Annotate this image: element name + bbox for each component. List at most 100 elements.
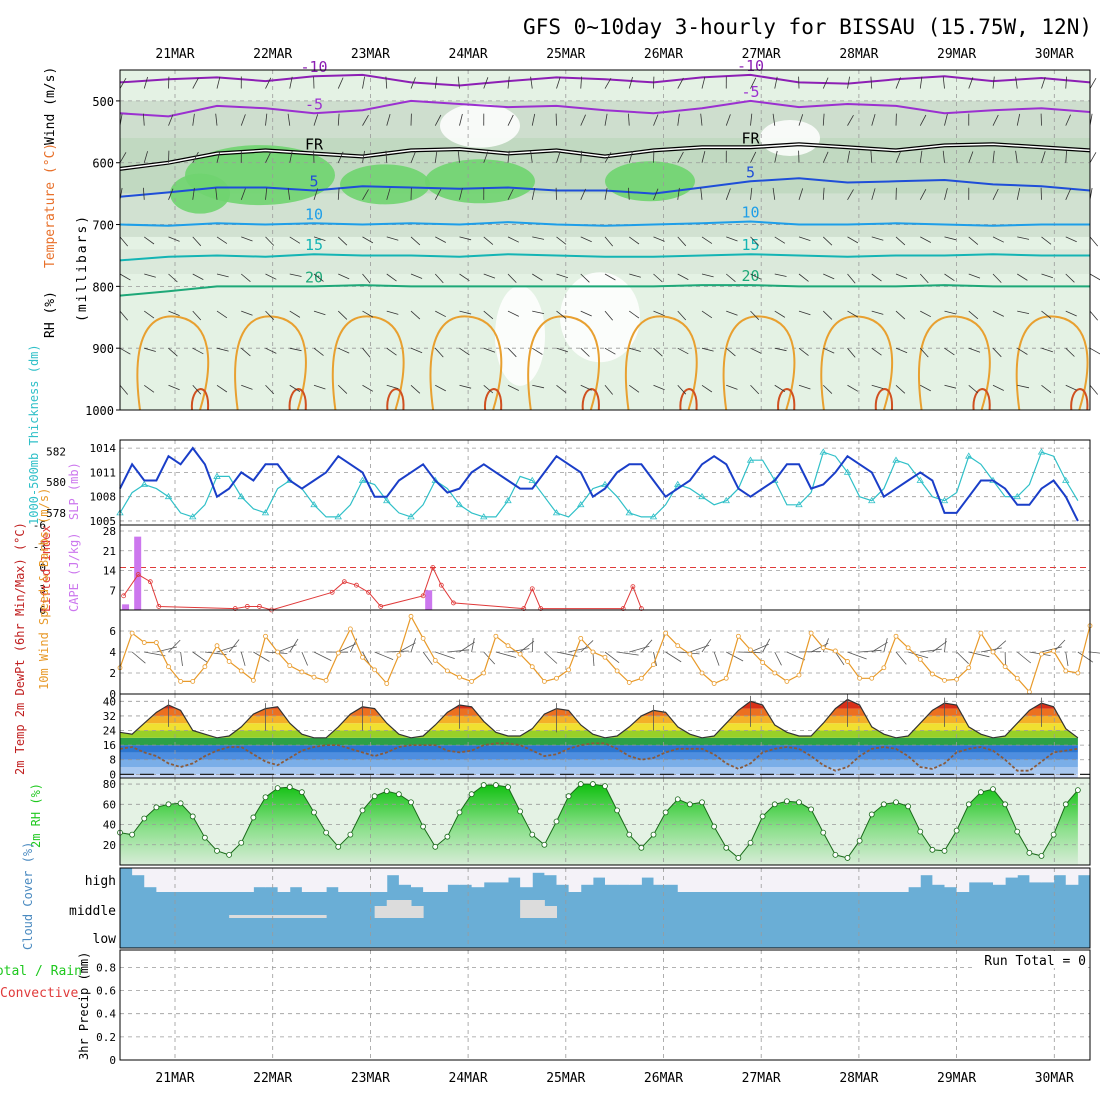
thickness-point: [237, 492, 245, 500]
wind10m-barb: [895, 651, 907, 665]
rh-point: [917, 828, 924, 835]
wind10m-point: [275, 649, 281, 655]
li-point: [147, 579, 153, 585]
boundary-contour-inner: [972, 388, 991, 411]
wind10m-point: [166, 664, 171, 670]
wind10m-barb: [992, 640, 1007, 653]
wind-barb: [435, 384, 446, 392]
cloud-middle-bar: [398, 900, 412, 918]
wind-barb: [726, 384, 738, 390]
wind10m-point: [226, 659, 232, 664]
rh-point: [371, 793, 378, 800]
rh-band: [120, 100, 1090, 138]
wind-barb: [942, 76, 945, 89]
cloud-high-gap: [301, 868, 315, 892]
wind10m-barb: [713, 651, 720, 666]
rh-point: [771, 801, 778, 808]
wind-barb: [871, 113, 876, 126]
wind10m-barb: [580, 640, 594, 653]
rh-ytick-60: 60: [103, 798, 116, 811]
cloud-high-gap: [956, 868, 970, 892]
precip-frame: [119, 949, 1091, 1061]
isotherm-label-20: 20: [305, 268, 323, 286]
wind-barb: [871, 236, 884, 241]
wind10m-point: [1039, 651, 1044, 657]
wind-barb: [530, 76, 533, 89]
isotherm-label-15: 15: [741, 236, 759, 254]
wind-barb: [944, 113, 948, 126]
li-point: [341, 579, 347, 585]
cloud-high-gap: [762, 868, 776, 892]
wind-barb: [556, 310, 567, 319]
cross-section-panel: 500 600 700 800 900 1000 -10 -10 -5 -5 FR FR 5 5 10 10 1…: [85, 57, 1100, 418]
isotherm--10: [119, 73, 1091, 87]
li-ytick-6: 6: [39, 604, 46, 617]
thickness-point: [940, 496, 949, 504]
wind10m-barb: [641, 639, 653, 653]
cape-bar: [425, 590, 433, 610]
wind-barb: [507, 310, 519, 317]
wind-barb: [1089, 273, 1100, 281]
wind-barb: [532, 236, 545, 240]
thickness-point: [528, 476, 536, 483]
wind-barb: [750, 236, 760, 246]
wind-barb: [168, 236, 180, 242]
wind10m-point: [1002, 664, 1008, 670]
wind-ytick-0: 0: [109, 688, 116, 701]
rh-point: [565, 793, 572, 800]
cloud-middle-bar: [253, 915, 266, 918]
wind-barb: [192, 77, 199, 89]
thickness-point: [843, 468, 852, 475]
wind10m-point: [651, 662, 656, 667]
cloud-high-gap: [471, 868, 485, 888]
isotherm-label--10: -10: [300, 58, 327, 76]
wind-barb: [192, 187, 195, 200]
li-point: [451, 600, 456, 606]
wind-barb: [726, 236, 738, 242]
wind-barb: [313, 310, 326, 316]
wind10m-point: [832, 648, 838, 654]
wind-barb: [798, 114, 804, 126]
cloud-high-gap: [180, 868, 194, 892]
wind-barb: [725, 188, 731, 200]
wind10m-point: [202, 664, 208, 670]
rh-high-area: [425, 159, 535, 204]
wind10m-barb: [617, 651, 639, 656]
ylabel-cape: CAPE (J/kg): [67, 533, 81, 612]
wind-barb: [1065, 236, 1077, 243]
wind-barb: [604, 385, 614, 395]
wind-barb: [483, 236, 494, 245]
wind-barb: [192, 347, 204, 355]
wind-barb: [410, 236, 421, 246]
wind10m-point: [1063, 668, 1069, 674]
wind10m-point: [917, 656, 923, 662]
wind-barb: [701, 384, 713, 393]
wind-barb: [629, 384, 640, 393]
wind10m-point: [748, 647, 753, 653]
wind-barb: [216, 310, 228, 319]
wind-barb: [847, 347, 856, 358]
rh-point: [650, 831, 657, 838]
rh-point: [747, 839, 754, 846]
cloud-high-gap: [944, 868, 958, 888]
cloud-high-gap: [799, 868, 812, 892]
precip-ytick-0.2: 0.2: [96, 1031, 116, 1044]
wind-barb: [772, 187, 776, 200]
wind10m-barb: [338, 643, 357, 653]
wind-barb: [798, 310, 811, 316]
thickness-point: [455, 500, 464, 508]
wind-barb: [992, 384, 1004, 391]
rh-point: [420, 823, 427, 830]
wind10m-point: [590, 649, 596, 655]
cloud-high-gap: [750, 868, 764, 892]
wind-barb: [701, 76, 706, 89]
wind-barb: [338, 273, 350, 280]
wind-barb: [144, 347, 156, 352]
series-lifted-index: [123, 566, 642, 611]
ylabel-wind10m: 10m Wind Speed & Barbs (m/s): [37, 488, 51, 690]
bottom-date-27MAR: 27MAR: [742, 1071, 781, 1086]
wind-barb: [580, 76, 582, 89]
wind-barb: [241, 236, 253, 242]
cloud-high-gap: [665, 868, 679, 885]
wind10m-barb: [786, 651, 806, 661]
